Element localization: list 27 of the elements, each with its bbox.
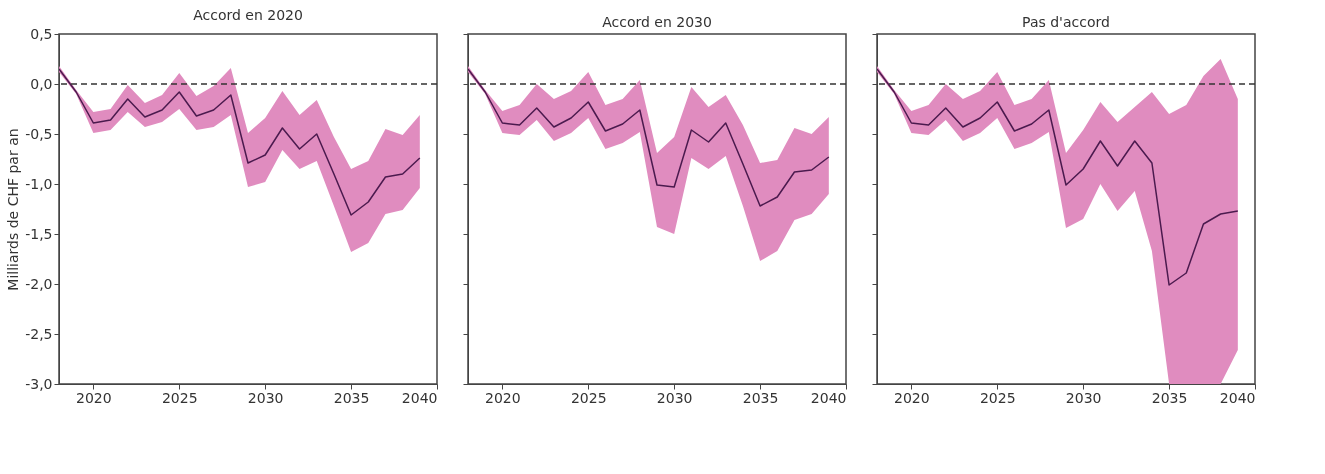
x-tick-label: 2020: [76, 389, 112, 406]
y-tick-label: -1,0: [25, 175, 53, 192]
x-tick-label: 2035: [333, 389, 370, 406]
y-tick-label: 0,0: [30, 75, 53, 92]
chart-title: Accord en 2020: [193, 7, 303, 23]
x-tick-label: 2030: [656, 389, 693, 406]
x-tick-label: 2030: [247, 389, 284, 406]
y-tick-label: -1,5: [25, 225, 53, 242]
x-tick-label: 2035: [1151, 389, 1188, 406]
y-tick-label: -0,5: [25, 125, 53, 142]
y-tick-label: 0,5: [30, 25, 53, 42]
x-tick-label: 2030: [1065, 389, 1102, 406]
x-tick-label: 2025: [979, 389, 1016, 406]
y-axis-title: Milliards de CHF par an: [5, 128, 22, 291]
x-tick-label: 2025: [570, 389, 607, 406]
chart-title: Accord en 2030: [602, 13, 712, 30]
x-tick-label: 2020: [894, 389, 930, 406]
x-tick-label: 2040: [401, 389, 438, 406]
chart-title: Pas d'accord: [1022, 13, 1110, 30]
y-tick-label: -3,0: [25, 375, 53, 392]
x-tick-label: 2040: [810, 389, 847, 406]
x-tick-label: 2020: [485, 389, 521, 406]
x-tick-label: 2035: [742, 389, 779, 406]
x-tick-label: 2040: [1219, 389, 1256, 406]
y-tick-label: -2,0: [25, 275, 53, 292]
x-tick-label: 2025: [161, 389, 198, 406]
y-tick-label: -2,5: [25, 325, 53, 342]
